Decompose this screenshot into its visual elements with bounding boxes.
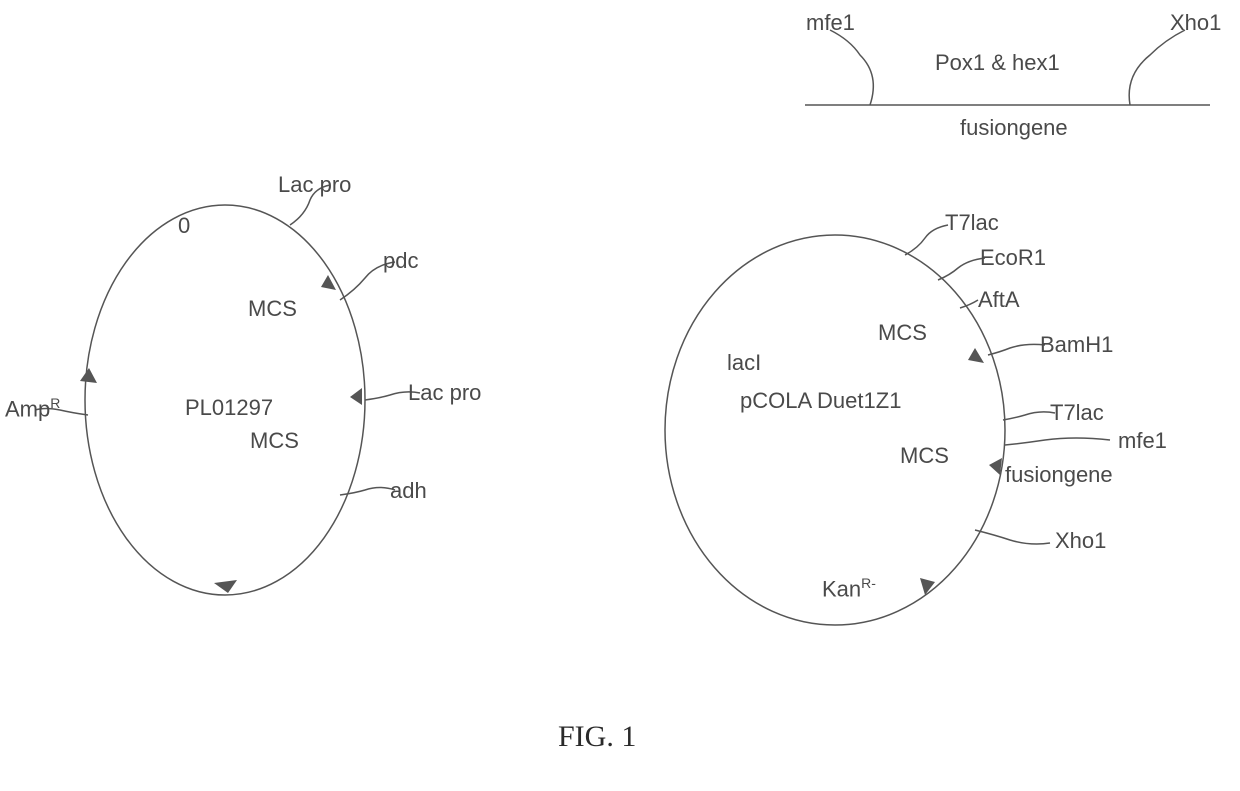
plasmid-left-group (35, 185, 420, 595)
right-mfe1-label: mfe1 (1118, 428, 1167, 454)
linear-xho1-label: Xho1 (1170, 10, 1221, 36)
linear-bottom-label: fusiongene (960, 115, 1068, 141)
right-mcs-top-label: MCS (878, 320, 927, 346)
left-mcs-bottom-label: MCS (250, 428, 299, 454)
right-t7lac-mid-label: T7lac (1050, 400, 1104, 426)
linear-mfe1-label: mfe1 (806, 10, 855, 36)
right-mcs-bottom-label: MCS (900, 443, 949, 469)
right-ecor1-label: EcoR1 (980, 245, 1046, 271)
left-amp-label: AmpR (5, 395, 60, 422)
right-laci-label: lacI (727, 350, 761, 376)
right-t7lac-top-label: T7lac (945, 210, 999, 236)
right-bamh1-label: BamH1 (1040, 332, 1113, 358)
left-mcs-top-label: MCS (248, 296, 297, 322)
left-origin-label: 0 (178, 213, 190, 239)
left-plasmid-name: PL01297 (185, 395, 273, 421)
linear-middle-label: Pox1 & hex1 (935, 50, 1060, 76)
right-xho1-label: Xho1 (1055, 528, 1106, 554)
right-kan-label: KanR- (822, 575, 876, 602)
left-adh-label: adh (390, 478, 427, 504)
plasmid-right-group (665, 225, 1110, 625)
left-lacpro-top-label: Lac pro (278, 172, 351, 198)
right-fusiongene-label: fusiongene (1005, 462, 1113, 488)
left-pdc-label: pdc (383, 248, 418, 274)
right-plasmid-name: pCOLA Duet1Z1 (740, 388, 901, 414)
right-afta-label: AftA (978, 287, 1020, 313)
figure-caption: FIG. 1 (558, 720, 636, 754)
left-lacpro-mid-label: Lac pro (408, 380, 481, 406)
